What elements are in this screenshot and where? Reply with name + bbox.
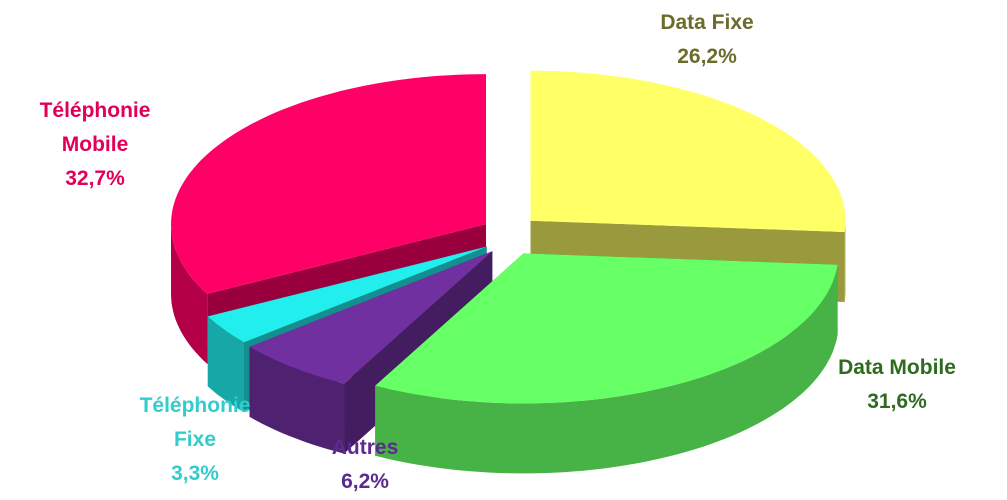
slice-wall (844, 220, 846, 302)
category-name: Téléphonie Fixe (139, 394, 251, 451)
slice-top (171, 74, 487, 294)
category-name: Téléphonie Mobile (39, 99, 151, 156)
value-label: 6,2% (341, 470, 389, 493)
value-label: 26,2% (677, 45, 737, 68)
slice-wall (171, 224, 208, 364)
slice-wall (375, 264, 838, 474)
value-label: 31,6% (867, 390, 927, 413)
category-name: Data Fixe (660, 11, 754, 34)
category-name: Data Mobile (838, 356, 956, 379)
slice-top (207, 246, 487, 343)
value-label: 3,3% (171, 462, 219, 485)
slice-label: Data Fixe 26,2% (597, 6, 817, 74)
slice-wall (207, 316, 244, 413)
slice-label: Data Mobile 31,6% (797, 351, 997, 419)
slice-label: Téléphonie Fixe 3,3% (125, 389, 265, 491)
slice-wall (249, 346, 344, 454)
category-name: Autres (331, 436, 399, 459)
slice-top (375, 253, 838, 404)
slice-top (249, 251, 493, 384)
slice-label: Autres 6,2% (305, 431, 425, 499)
slice (375, 253, 838, 474)
slice-top (530, 70, 846, 232)
slice-label: Téléphonie Mobile 32,7% (20, 94, 170, 196)
value-label: 32,7% (65, 167, 125, 190)
